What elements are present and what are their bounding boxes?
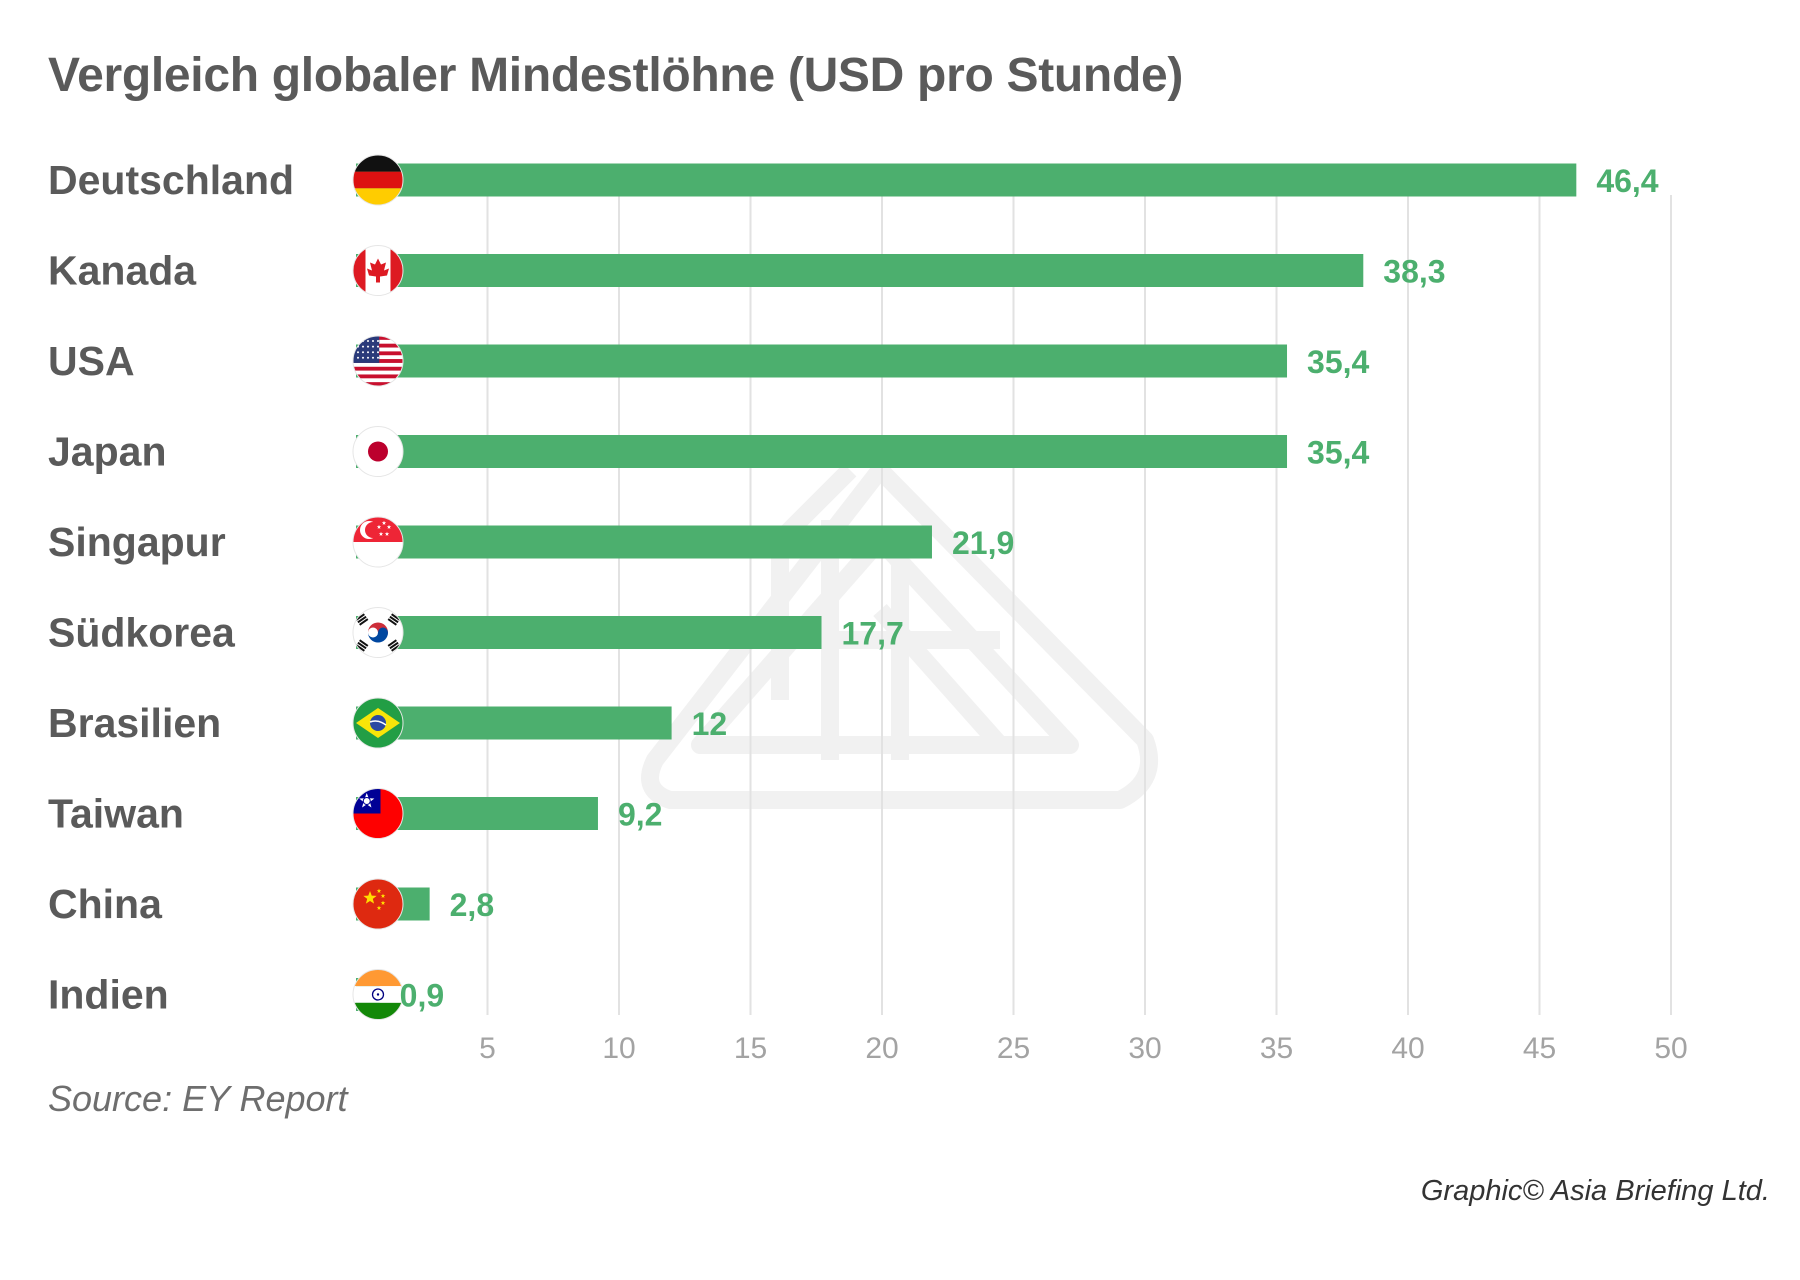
category-label-canada: Kanada — [48, 248, 197, 294]
brazil-flag-icon — [353, 698, 403, 748]
x-tick-label-45: 45 — [1523, 1032, 1556, 1065]
category-label-india: Indien — [48, 972, 169, 1018]
value-label-japan: 35,4 — [1307, 435, 1369, 471]
category-label-japan: Japan — [48, 429, 167, 475]
category-label-usa: USA — [48, 338, 135, 384]
germany-flag-icon — [353, 155, 403, 205]
flag-outline — [352, 697, 404, 749]
x-tick-label-15: 15 — [734, 1032, 767, 1065]
bar-south-korea — [356, 616, 822, 649]
flag-outline — [352, 969, 404, 1020]
flag-outline — [352, 516, 404, 568]
x-tick-label-40: 40 — [1391, 1032, 1424, 1065]
flag-outline — [352, 154, 404, 206]
flag-outline — [352, 335, 404, 387]
bar-usa — [356, 344, 1288, 378]
x-tick-label-25: 25 — [997, 1032, 1030, 1065]
x-tick-label-35: 35 — [1260, 1032, 1293, 1065]
category-label-germany: Deutschland — [48, 157, 294, 203]
flags — [352, 154, 404, 1020]
flag-outline — [352, 788, 404, 839]
bar-brazil — [356, 706, 672, 740]
credit-note: Graphic© Asia Briefing Ltd. — [1420, 1175, 1770, 1207]
japan-flag-icon — [353, 426, 403, 477]
category-label-taiwan: Taiwan — [48, 791, 184, 837]
taiwan-flag-icon — [353, 788, 403, 839]
bar-japan — [356, 435, 1288, 468]
labels: Deutschland 46,4 Kanada 38,3 USA 35,4 Japan 35,… — [48, 157, 1659, 1018]
x-tick-label-30: 30 — [1128, 1032, 1161, 1065]
bar-canada — [356, 254, 1364, 287]
value-label-south-korea: 17,7 — [842, 616, 904, 652]
value-label-brazil: 12 — [692, 706, 728, 742]
bar-germany — [356, 163, 1577, 197]
bar-singapore — [356, 525, 932, 559]
value-label-canada: 38,3 — [1383, 254, 1445, 290]
value-label-singapore: 21,9 — [952, 525, 1014, 561]
chart-title: Vergleich globaler Mindestlöhne (USD pro… — [48, 49, 1184, 102]
south-korea-flag-icon — [353, 607, 403, 658]
category-label-china: China — [48, 881, 163, 927]
x-axis-ticks: 5 10 15 20 25 30 35 40 45 50 — [479, 1032, 1688, 1065]
grid-lines — [486, 195, 1672, 1015]
value-label-china: 2,8 — [450, 887, 494, 923]
x-tick-label-50: 50 — [1654, 1032, 1687, 1065]
x-tick-label-20: 20 — [865, 1032, 898, 1065]
source-note: Source: EY Report — [48, 1078, 348, 1119]
category-label-singapore: Singapur — [48, 519, 226, 565]
bars — [356, 163, 1577, 1011]
x-tick-label-10: 10 — [602, 1032, 635, 1065]
india-flag-icon — [353, 969, 403, 1020]
flag-outline — [352, 426, 404, 477]
category-label-south-korea: Südkorea — [48, 610, 236, 656]
flag-outline — [352, 607, 404, 658]
value-label-germany: 46,4 — [1596, 163, 1658, 199]
flag-outline — [352, 878, 404, 930]
china-flag-icon — [353, 879, 403, 929]
value-label-india: 0,9 — [400, 978, 444, 1014]
flag-outline — [352, 245, 404, 296]
category-label-brazil: Brasilien — [48, 700, 221, 746]
value-label-usa: 35,4 — [1307, 344, 1369, 380]
value-label-taiwan: 9,2 — [618, 797, 662, 833]
x-tick-label-5: 5 — [479, 1032, 496, 1065]
